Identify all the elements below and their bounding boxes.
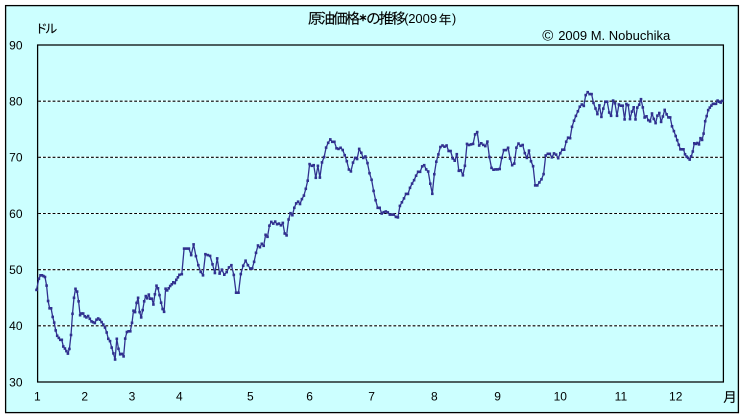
svg-text:2: 2 — [81, 390, 88, 404]
svg-text:): ) — [452, 12, 456, 26]
svg-text:(: ( — [404, 12, 409, 26]
svg-text:6: 6 — [306, 390, 313, 404]
svg-text:70: 70 — [9, 151, 23, 165]
svg-text:©: © — [542, 27, 553, 44]
svg-text:5: 5 — [247, 390, 254, 404]
svg-text:4: 4 — [176, 390, 183, 404]
svg-text:40: 40 — [9, 319, 23, 333]
svg-text:1: 1 — [34, 390, 41, 404]
svg-text:3: 3 — [129, 390, 136, 404]
svg-text:50: 50 — [9, 263, 23, 277]
svg-text:60: 60 — [9, 207, 23, 221]
svg-text:9: 9 — [494, 390, 501, 404]
svg-text:11: 11 — [615, 390, 628, 404]
svg-text:80: 80 — [9, 95, 23, 109]
svg-text:7: 7 — [368, 390, 375, 404]
svg-text:8: 8 — [431, 390, 438, 404]
svg-text:30: 30 — [9, 375, 23, 389]
svg-text:12: 12 — [669, 390, 683, 404]
svg-text:2009: 2009 — [408, 11, 437, 26]
svg-text:90: 90 — [9, 38, 23, 52]
svg-text:2009 M. Nobuchika: 2009 M. Nobuchika — [558, 28, 671, 43]
svg-text:10: 10 — [554, 390, 568, 404]
